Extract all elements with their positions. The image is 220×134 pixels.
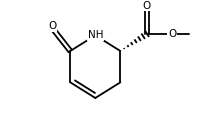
Text: O: O [143, 1, 151, 11]
Text: O: O [48, 21, 57, 31]
Text: O: O [168, 29, 176, 39]
Text: NH: NH [88, 30, 103, 40]
